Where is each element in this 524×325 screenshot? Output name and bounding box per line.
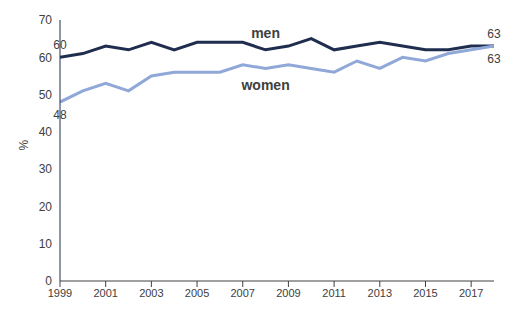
svg-text:2009: 2009 [276,287,300,299]
svg-text:2005: 2005 [185,287,209,299]
svg-text:48: 48 [53,108,67,122]
svg-text:2001: 2001 [93,287,117,299]
svg-text:60: 60 [53,38,67,52]
svg-text:40: 40 [39,125,53,139]
svg-text:2013: 2013 [368,287,392,299]
svg-text:70: 70 [39,13,53,27]
svg-text:2011: 2011 [322,287,346,299]
svg-text:1999: 1999 [48,287,72,299]
svg-text:0: 0 [45,274,52,288]
svg-text:2003: 2003 [139,287,163,299]
svg-text:2017: 2017 [459,287,483,299]
svg-text:women: women [240,77,289,93]
svg-text:2007: 2007 [230,287,254,299]
svg-text:63: 63 [487,52,501,66]
svg-text:63: 63 [487,27,501,41]
svg-text:2015: 2015 [413,287,437,299]
svg-text:50: 50 [39,88,53,102]
svg-text:60: 60 [39,51,53,65]
svg-text:%: % [17,140,31,151]
svg-text:men: men [251,25,280,41]
svg-text:20: 20 [39,200,53,214]
svg-text:30: 30 [39,162,53,176]
svg-text:10: 10 [39,237,53,251]
